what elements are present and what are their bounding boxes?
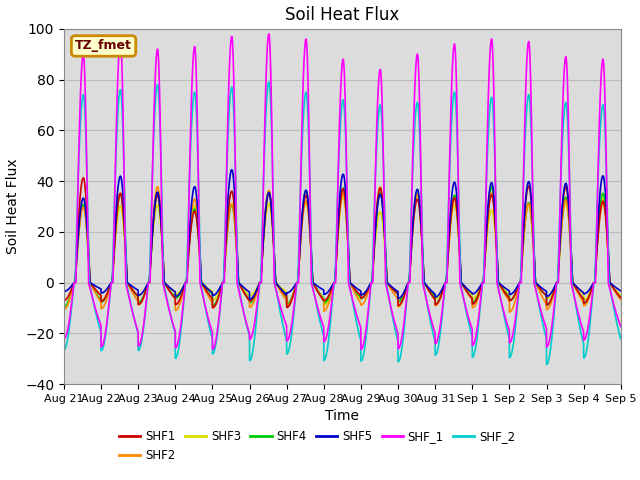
- SHF_1: [467, 324, 475, 329]
- SHF4: [488, 184, 495, 190]
- SHF3: [322, 302, 330, 308]
- SHF2: [499, 288, 507, 294]
- SHF2: [467, 295, 475, 301]
- SHF_2: [265, 79, 273, 85]
- SHF2: [154, 184, 161, 190]
- SHF_1: [322, 336, 330, 342]
- Legend: SHF1, SHF2, SHF3, SHF4, SHF5, SHF_1, SHF_2: SHF1, SHF2, SHF3, SHF4, SHF5, SHF_1, SHF…: [115, 426, 520, 467]
- SHF2: [436, 296, 444, 301]
- SHF_2: [543, 361, 550, 367]
- SHF4: [499, 286, 507, 292]
- Line: SHF5: SHF5: [64, 170, 621, 299]
- SHF2: [160, 278, 168, 284]
- SHF_2: [499, 307, 507, 312]
- Line: SHF_2: SHF_2: [64, 82, 621, 364]
- SHF5: [228, 167, 236, 173]
- SHF_2: [617, 336, 625, 342]
- SHF2: [322, 307, 330, 313]
- SHF_2: [616, 334, 624, 340]
- SHF_1: [357, 347, 365, 352]
- SHF_2: [160, 282, 168, 288]
- SHF1: [499, 287, 507, 292]
- SHF3: [60, 297, 68, 303]
- SHF1: [616, 294, 624, 300]
- SHF5: [60, 288, 68, 294]
- SHF1: [60, 297, 68, 303]
- SHF4: [160, 276, 168, 281]
- SHF_1: [436, 321, 444, 327]
- Text: TZ_fmet: TZ_fmet: [75, 39, 132, 52]
- SHF3: [160, 276, 168, 282]
- Line: SHF2: SHF2: [64, 187, 621, 312]
- SHF5: [246, 296, 253, 302]
- SHF1: [160, 278, 168, 284]
- SHF4: [322, 300, 330, 305]
- SHF5: [616, 288, 624, 293]
- SHF5: [617, 288, 625, 294]
- SHF2: [506, 309, 513, 315]
- SHF2: [616, 296, 624, 302]
- Line: SHF_1: SHF_1: [64, 34, 621, 349]
- Line: SHF4: SHF4: [64, 187, 621, 307]
- SHF_1: [617, 324, 625, 329]
- SHF4: [436, 295, 444, 300]
- SHF4: [617, 295, 625, 300]
- SHF3: [339, 194, 347, 200]
- SHF5: [499, 283, 507, 289]
- SHF_1: [60, 336, 68, 342]
- SHF1: [467, 295, 475, 300]
- SHF1: [209, 305, 216, 311]
- SHF5: [160, 275, 168, 281]
- SHF_1: [499, 305, 507, 311]
- Title: Soil Heat Flux: Soil Heat Flux: [285, 6, 399, 24]
- SHF_2: [322, 355, 330, 360]
- SHF3: [320, 302, 328, 308]
- Y-axis label: Soil Heat Flux: Soil Heat Flux: [6, 158, 20, 254]
- SHF3: [467, 291, 475, 297]
- SHF3: [616, 292, 624, 298]
- SHF5: [467, 289, 475, 295]
- SHF3: [436, 291, 444, 297]
- SHF_2: [60, 347, 68, 352]
- SHF1: [79, 175, 87, 181]
- SHF4: [60, 304, 68, 310]
- SHF4: [467, 294, 475, 300]
- SHF_1: [616, 322, 624, 328]
- SHF4: [616, 294, 624, 300]
- SHF_1: [265, 31, 273, 37]
- Line: SHF1: SHF1: [64, 178, 621, 308]
- SHF1: [617, 295, 625, 300]
- Line: SHF3: SHF3: [64, 197, 621, 305]
- SHF2: [617, 297, 625, 302]
- SHF2: [60, 306, 68, 312]
- SHF5: [436, 289, 444, 295]
- SHF1: [322, 297, 330, 302]
- SHF_2: [467, 330, 475, 336]
- SHF5: [322, 291, 330, 297]
- SHF3: [617, 292, 625, 298]
- SHF3: [499, 285, 507, 291]
- SHF1: [436, 295, 444, 300]
- SHF_1: [160, 285, 168, 291]
- X-axis label: Time: Time: [325, 409, 360, 423]
- SHF_2: [436, 330, 444, 336]
